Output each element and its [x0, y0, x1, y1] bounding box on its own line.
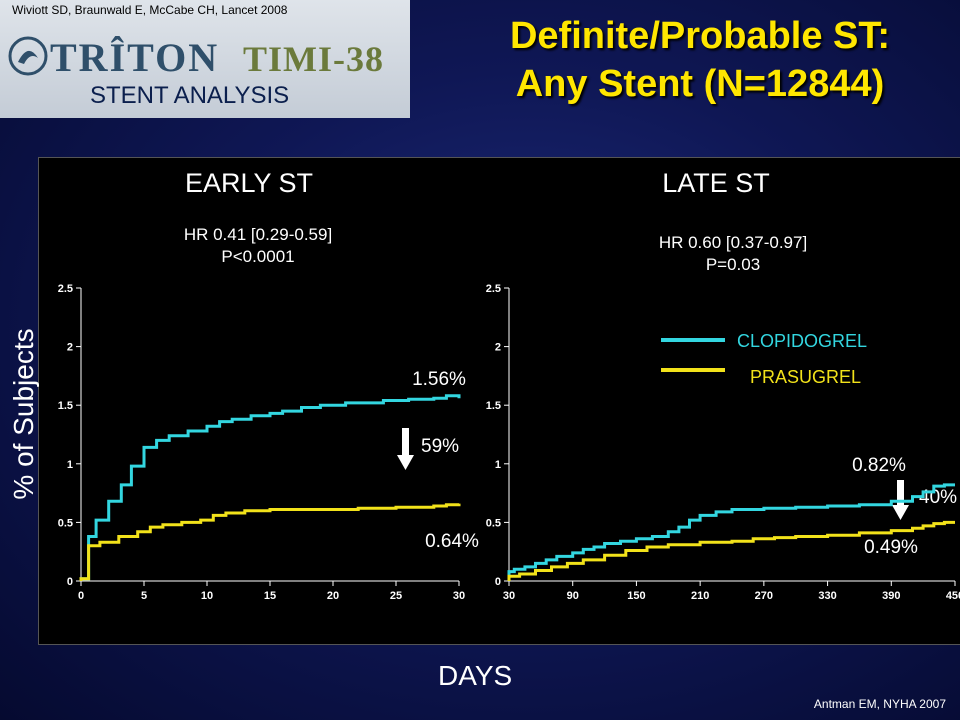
logo-timi-text: TIMI-38: [243, 39, 384, 79]
early-clopidogrel-end-label: 1.56%: [412, 369, 466, 390]
late-hr-annotation: HR 0.60 [0.37-0.97]: [659, 233, 807, 252]
logo-triton-text: TRÎTON: [50, 35, 220, 80]
late-chart-title: LATE ST: [662, 168, 770, 198]
early-reduction-label: 59%: [421, 436, 459, 457]
triton-emblem-icon: [8, 36, 48, 76]
late-x-tick-label: 450: [946, 590, 960, 602]
late-prasugrel-end-label: 0.49%: [864, 537, 918, 558]
late-series-prasugrel: [507, 520, 955, 581]
citation-bottom: Antman EM, NYHA 2007: [813, 697, 946, 711]
early-chart: 0 0.5 1 1.5 2 2.5 0 5 10 15 20 25 30: [58, 283, 465, 602]
x-axis-label: DAYS: [438, 660, 513, 691]
title-line-1: Definite/Probable ST:: [509, 15, 891, 57]
early-y-tick-label: 0: [67, 576, 73, 588]
late-y-tick-label: 2: [495, 342, 501, 354]
logo-banner: Wiviott SD, Braunwald E, McCabe CH, Lanc…: [0, 0, 410, 118]
page-title: Definite/Probable ST: Any Stent (N=12844…: [430, 12, 960, 108]
early-y-tick-label: 2: [67, 342, 73, 354]
late-y-tick-label: 0: [495, 576, 501, 588]
early-x-tick-label: 30: [453, 590, 465, 602]
early-y-tick-label: 0.5: [58, 517, 73, 529]
late-x-tick-label: 390: [882, 590, 900, 602]
late-chart: 0 0.5 1 1.5 2 2.5 30 90 150 210 270 330 390 450: [486, 283, 960, 602]
late-series-clopidogrel: [507, 483, 955, 581]
early-reduction-arrow-icon: [397, 428, 414, 470]
early-x-tick-label: 5: [141, 590, 147, 602]
late-y-tick-label: 2.5: [486, 283, 501, 295]
early-chart-title: EARLY ST: [185, 168, 313, 198]
early-hr-annotation: HR 0.41 [0.29-0.59]: [184, 225, 332, 244]
y-axis-label: % of Subjects: [8, 328, 39, 500]
early-x-tick-label: 10: [201, 590, 213, 602]
legend-prasugrel-label: PRASUGREL: [750, 367, 861, 387]
early-y-tick-label: 2.5: [58, 283, 73, 295]
legend-clopidogrel-label: CLOPIDOGREL: [737, 331, 867, 351]
early-x-tick-label: 15: [264, 590, 276, 602]
late-x-tick-label: 150: [627, 590, 645, 602]
early-x-tick-label: 25: [390, 590, 402, 602]
stent-analysis-label: STENT ANALYSIS: [90, 82, 290, 109]
charts-svg: EARLY ST HR 0.41 [0.29-0.59] P<0.0001 1.…: [58, 168, 960, 602]
early-p-annotation: P<0.0001: [221, 247, 294, 266]
late-clopidogrel-end-label: 0.82%: [852, 455, 906, 476]
late-y-tick-label: 0.5: [486, 517, 501, 529]
early-prasugrel-end-label: 0.64%: [425, 531, 479, 552]
late-reduction-label: 40%: [919, 487, 957, 508]
early-x-tick-label: 0: [78, 590, 84, 602]
late-reduction-arrow-icon: [892, 480, 909, 520]
late-x-tick-label: 330: [818, 590, 836, 602]
late-p-annotation: P=0.03: [706, 255, 760, 274]
late-x-tick-label: 210: [691, 590, 709, 602]
late-x-tick-label: 90: [567, 590, 579, 602]
early-y-tick-label: 1: [67, 459, 73, 471]
late-y-tick-label: 1.5: [486, 400, 501, 412]
late-x-tick-label: 270: [755, 590, 773, 602]
early-series-clopidogrel: [79, 394, 461, 581]
citation-top: Wiviott SD, Braunwald E, McCabe CH, Lanc…: [12, 3, 288, 17]
chart-panel: EARLY ST HR 0.41 [0.29-0.59] P<0.0001 1.…: [38, 157, 960, 645]
early-x-tick-label: 20: [327, 590, 339, 602]
title-line-2: Any Stent (N=12844): [515, 63, 885, 105]
late-y-tick-label: 1: [495, 459, 501, 471]
early-series-prasugrel: [79, 503, 461, 581]
early-y-tick-label: 1.5: [58, 400, 73, 412]
late-x-tick-label: 30: [503, 590, 515, 602]
